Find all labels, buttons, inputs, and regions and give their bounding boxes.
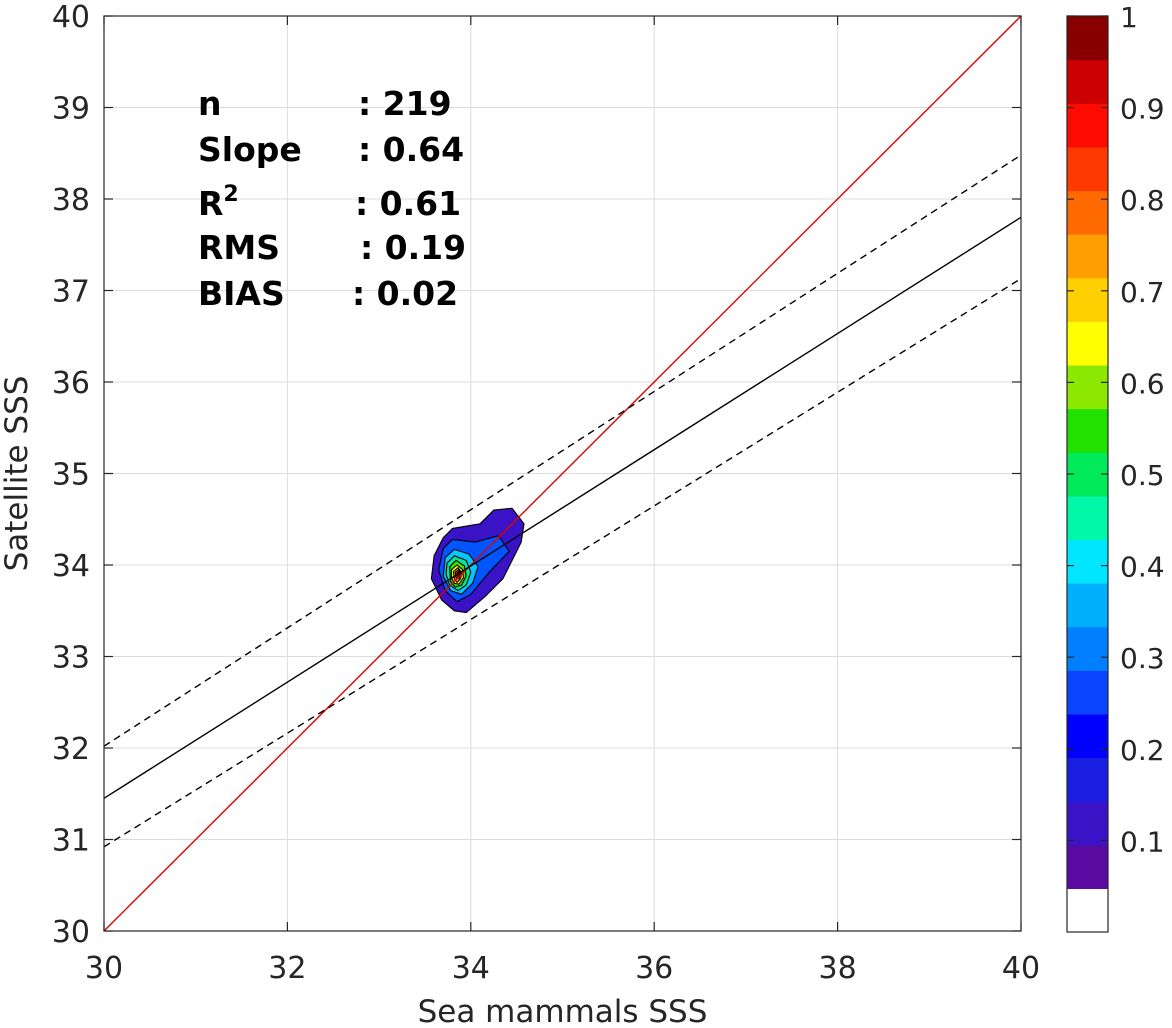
colorbar: 0.1 0.2 0.3 0.4 0.5 0.6 0.7 0.8 0.9 1 xyxy=(1066,1,1165,933)
y-tick-label: 36 xyxy=(52,366,90,401)
colorbar-segment xyxy=(1067,670,1108,715)
colorbar-segment xyxy=(1067,583,1108,628)
colorbar-tick-label: 0.5 xyxy=(1120,459,1165,492)
colorbar-segment xyxy=(1067,844,1108,889)
colorbar-segment xyxy=(1067,539,1108,584)
stat-label-r2: R2 xyxy=(198,182,239,223)
colorbar-tick-label: 0.9 xyxy=(1120,93,1165,126)
y-tick-label: 32 xyxy=(52,732,90,767)
colorbar-segment xyxy=(1067,408,1108,453)
colorbar-tick-label: 0.2 xyxy=(1120,734,1165,767)
axis-ticks: 30 32 34 36 38 40 30 31 32 33 34 35 36 37 38 39 40 xyxy=(52,0,1040,986)
colorbar-segment xyxy=(1067,103,1108,148)
stat-label-bias: BIAS xyxy=(198,274,285,313)
colorbar-segment xyxy=(1067,757,1108,802)
colorbar-tick-label: 0.8 xyxy=(1120,184,1165,217)
colorbar-tick-label: 0.7 xyxy=(1120,276,1165,309)
colorbar-segment xyxy=(1067,277,1108,322)
colorbar-tick-label: 1 xyxy=(1120,1,1138,34)
colorbar-segment xyxy=(1067,713,1108,759)
colorbar-segment xyxy=(1067,59,1108,104)
y-tick-label: 37 xyxy=(52,275,90,310)
colorbar-segment xyxy=(1067,146,1108,192)
stat-value-bias: : 0.02 xyxy=(352,274,458,313)
y-tick-label: 39 xyxy=(52,92,90,127)
confidence-bound-line xyxy=(103,154,1022,747)
regression-lines xyxy=(103,15,1022,932)
colorbar-segment xyxy=(1067,364,1108,410)
x-tick-label: 30 xyxy=(85,951,123,986)
identity-line xyxy=(103,15,1022,932)
x-tick-label: 38 xyxy=(819,951,857,986)
colorbar-tick-label: 0.4 xyxy=(1120,551,1165,584)
colorbar-segment xyxy=(1067,321,1108,366)
y-tick-label: 30 xyxy=(52,915,90,950)
stat-value-r2: : 0.61 xyxy=(355,184,461,223)
stat-label-n: n xyxy=(198,84,222,123)
stat-value-slope: : 0.64 xyxy=(358,130,464,169)
x-tick-label: 34 xyxy=(452,951,490,986)
x-tick-label: 40 xyxy=(1002,951,1040,986)
x-tick-label: 32 xyxy=(268,951,306,986)
statistics-annotation: n : 219 Slope : 0.64 R2 : 0.61 RMS : 0.19 BIAS : … xyxy=(198,84,466,313)
colorbar-tick-label: 0.1 xyxy=(1120,825,1165,858)
y-tick-label: 34 xyxy=(52,549,90,584)
y-tick-label: 38 xyxy=(52,183,90,218)
y-tick-label: 35 xyxy=(52,458,90,493)
stat-value-rms: : 0.19 xyxy=(360,228,466,267)
stat-label-slope: Slope xyxy=(198,130,302,169)
colorbar-tick-label: 0.3 xyxy=(1120,642,1165,675)
colorbar-tick-label: 0.6 xyxy=(1120,367,1165,400)
y-axis-title: Satellite SSS xyxy=(0,376,35,572)
x-axis-title: Sea mammals SSS xyxy=(418,994,708,1028)
stat-label-rms: RMS xyxy=(198,228,280,267)
colorbar-segment xyxy=(1067,190,1108,235)
colorbar-segment xyxy=(1067,234,1108,279)
y-tick-label: 33 xyxy=(52,641,90,676)
colorbar-segment xyxy=(1067,801,1108,846)
y-tick-label: 31 xyxy=(52,824,90,859)
colorbar-segment xyxy=(1067,626,1108,671)
x-tick-label: 36 xyxy=(635,951,673,986)
colorbar-segment xyxy=(1067,888,1108,933)
y-tick-label: 40 xyxy=(52,0,90,35)
colorbar-segment xyxy=(1067,495,1108,541)
stat-value-n: : 219 xyxy=(358,84,452,123)
regression-line xyxy=(103,216,1022,799)
colorbar-segment xyxy=(1067,16,1108,61)
